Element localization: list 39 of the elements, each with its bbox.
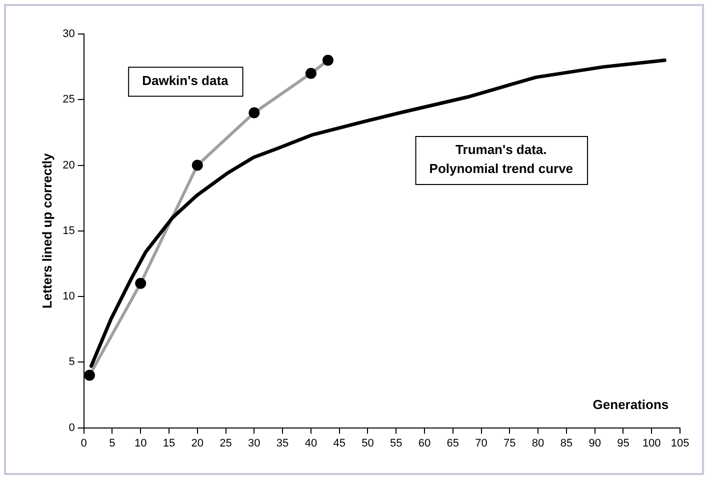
x-tick-label: 25 — [220, 437, 232, 450]
x-tick-label: 60 — [418, 437, 431, 450]
x-tick-label: 90 — [588, 437, 601, 450]
x-tick-label: 10 — [134, 437, 147, 450]
x-tick-label: 95 — [617, 437, 630, 450]
x-tick-label: 50 — [362, 437, 374, 450]
x-tick-label: 45 — [333, 437, 346, 450]
point — [84, 370, 96, 381]
y-tick-label: 10 — [62, 290, 75, 303]
x-tick-label: 35 — [276, 437, 289, 450]
text: Truman's data. Polynomial trend curve — [429, 142, 574, 176]
x-tick-label: 85 — [560, 437, 573, 450]
point — [135, 278, 146, 289]
point — [305, 68, 316, 79]
y-tick-label: 0 — [68, 422, 75, 434]
x-tick-label: 65 — [446, 437, 460, 450]
x-tick-label: 20 — [191, 437, 204, 450]
x-tick-label: 55 — [390, 437, 402, 450]
x-tick-label: 100 — [642, 437, 661, 450]
y-axis-title: Letters lined up correctly — [39, 152, 54, 309]
x-tick-label: 0 — [80, 437, 87, 450]
y-tick-label: 20 — [62, 159, 75, 172]
x-tick-label: 40 — [304, 437, 318, 450]
x-tick-label: 5 — [109, 437, 116, 450]
point — [322, 54, 334, 66]
y-tick-label: 30 — [62, 28, 75, 40]
text: Dawkin's data — [142, 72, 230, 88]
y-tick-label: 15 — [62, 224, 75, 237]
x-tick-label: 75 — [504, 437, 516, 450]
x-tick-label: 15 — [162, 437, 176, 450]
y-tick-label: 5 — [68, 356, 75, 368]
point — [192, 160, 203, 171]
y-tick-label: 25 — [62, 94, 75, 106]
x-tick-label: 105 — [670, 437, 690, 450]
point — [248, 107, 260, 118]
x-tick-label: 30 — [248, 437, 260, 450]
x-tick-label: 80 — [532, 437, 544, 450]
x-axis-title: Generations — [592, 397, 669, 412]
x-tick-label: 70 — [475, 437, 488, 450]
